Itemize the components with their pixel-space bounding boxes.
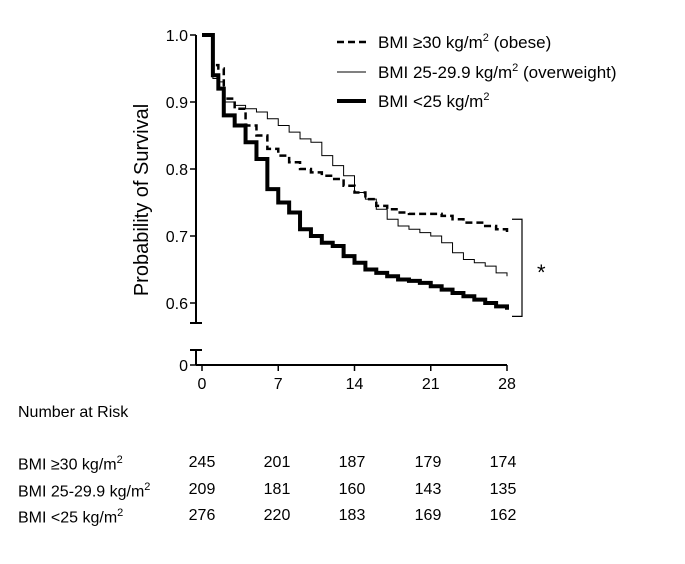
legend-label: BMI 25-29.9 kg/m2 (overweight) xyxy=(378,62,617,82)
x-tick-label: 0 xyxy=(198,376,207,393)
survival-curve-thin xyxy=(202,34,508,277)
risk-value: 183 xyxy=(338,507,366,524)
survival-curve-dashed xyxy=(202,33,509,233)
risk-value: 162 xyxy=(489,507,517,524)
y-tick-label: 0 xyxy=(179,358,188,375)
risk-value: 179 xyxy=(414,454,442,471)
y-axis-label: Probability of Survival xyxy=(131,104,153,296)
risk-value: 187 xyxy=(338,454,366,471)
risk-table-title: Number at Risk xyxy=(18,404,129,421)
significance-marker: * xyxy=(537,260,546,285)
x-tick-label: 21 xyxy=(422,376,440,393)
risk-row-normal: BMI <25 kg/m2 276 220 183 169 162 xyxy=(18,507,638,529)
x-tick-label: 14 xyxy=(346,376,364,393)
x-tick-label: 28 xyxy=(498,376,516,393)
risk-value: 220 xyxy=(263,507,291,524)
y-tick-label: 0.9 xyxy=(166,95,188,112)
risk-value: 201 xyxy=(263,454,291,471)
risk-value: 174 xyxy=(489,454,517,471)
y-tick-label: 0.7 xyxy=(166,229,188,246)
legend-label: BMI ≥30 kg/m2 (obese) xyxy=(378,32,551,52)
x-tick-label: 7 xyxy=(274,376,283,393)
survival-chart: 1.00.90.80.70.6007142128DaysProbability … xyxy=(131,28,617,393)
risk-value: 276 xyxy=(188,507,216,524)
risk-row-label: BMI <25 kg/m2 xyxy=(18,507,124,527)
risk-value: 181 xyxy=(263,481,291,498)
risk-value: 160 xyxy=(338,481,366,498)
risk-value: 169 xyxy=(414,507,442,524)
risk-value: 135 xyxy=(489,481,517,498)
risk-row-label: BMI ≥30 kg/m2 xyxy=(18,454,123,474)
risk-row-overweight: BMI 25-29.9 kg/m2 209 181 160 143 135 xyxy=(18,481,638,503)
risk-value: 245 xyxy=(188,454,216,471)
significance-bracket xyxy=(512,218,523,317)
legend-label: BMI <25 kg/m2 xyxy=(378,91,489,111)
y-tick-label: 0.6 xyxy=(166,296,188,313)
survival-curve-thick xyxy=(202,33,509,310)
risk-value: 143 xyxy=(414,481,442,498)
risk-row-label: BMI 25-29.9 kg/m2 xyxy=(18,481,151,501)
risk-value: 209 xyxy=(188,481,216,498)
risk-row-obese: BMI ≥30 kg/m2 245 201 187 179 174 xyxy=(18,454,638,476)
y-tick-label: 1.0 xyxy=(166,28,188,45)
y-tick-label: 0.8 xyxy=(166,162,188,179)
